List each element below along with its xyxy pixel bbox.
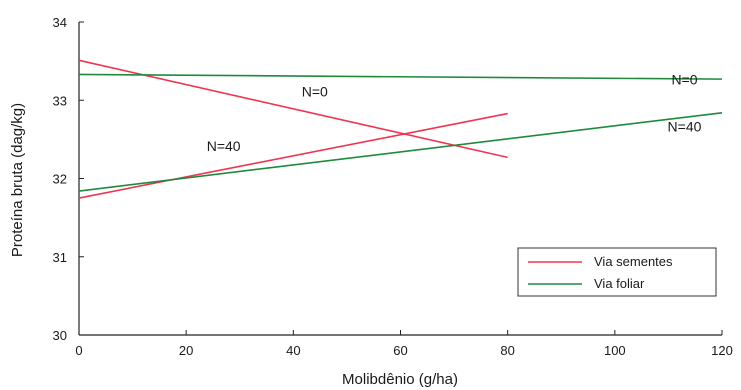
- x-tick-label: 120: [711, 343, 733, 358]
- y-tick-label: 34: [53, 15, 67, 30]
- series-line-via-foliar-n-40: [78, 111, 723, 192]
- annotation-label: N=40: [668, 119, 702, 135]
- x-tick-label: 20: [179, 343, 193, 358]
- x-tick-label: 60: [393, 343, 407, 358]
- x-tick-label: 100: [604, 343, 626, 358]
- annotation-label: N=0: [671, 72, 697, 88]
- series-line-via-foliar-n-0: [78, 73, 723, 80]
- series-line-via-sementes-n-40: [78, 112, 508, 199]
- annotation-label: N=0: [302, 83, 328, 99]
- x-tick-label: 80: [500, 343, 514, 358]
- x-tick-label: 40: [286, 343, 300, 358]
- y-tick-label: 32: [53, 172, 67, 187]
- y-axis-title: Proteína bruta (dag/kg): [9, 103, 26, 257]
- series-line-via-sementes-n-0: [78, 59, 508, 159]
- legend-label-via-foliar: Via foliar: [594, 276, 645, 291]
- annotation-label: N=40: [207, 138, 241, 154]
- legend-box: [517, 247, 717, 297]
- x-axis-title: Molibdênio (g/ha): [342, 371, 458, 388]
- annotations-layer: N=0 N=40 N=0 N=40: [207, 72, 702, 155]
- series-layer: [78, 59, 723, 199]
- y-tick-label: 30: [53, 328, 67, 343]
- legend-label-via-sementes: Via sementes: [594, 254, 673, 269]
- x-tick-label: 0: [75, 343, 82, 358]
- axes: 30 31 32 33 34 0 20 40 60 80 100 120: [53, 15, 733, 358]
- y-tick-label: 31: [53, 250, 67, 265]
- legend: Via sementes Via foliar: [517, 247, 717, 297]
- y-tick-label: 33: [53, 93, 67, 108]
